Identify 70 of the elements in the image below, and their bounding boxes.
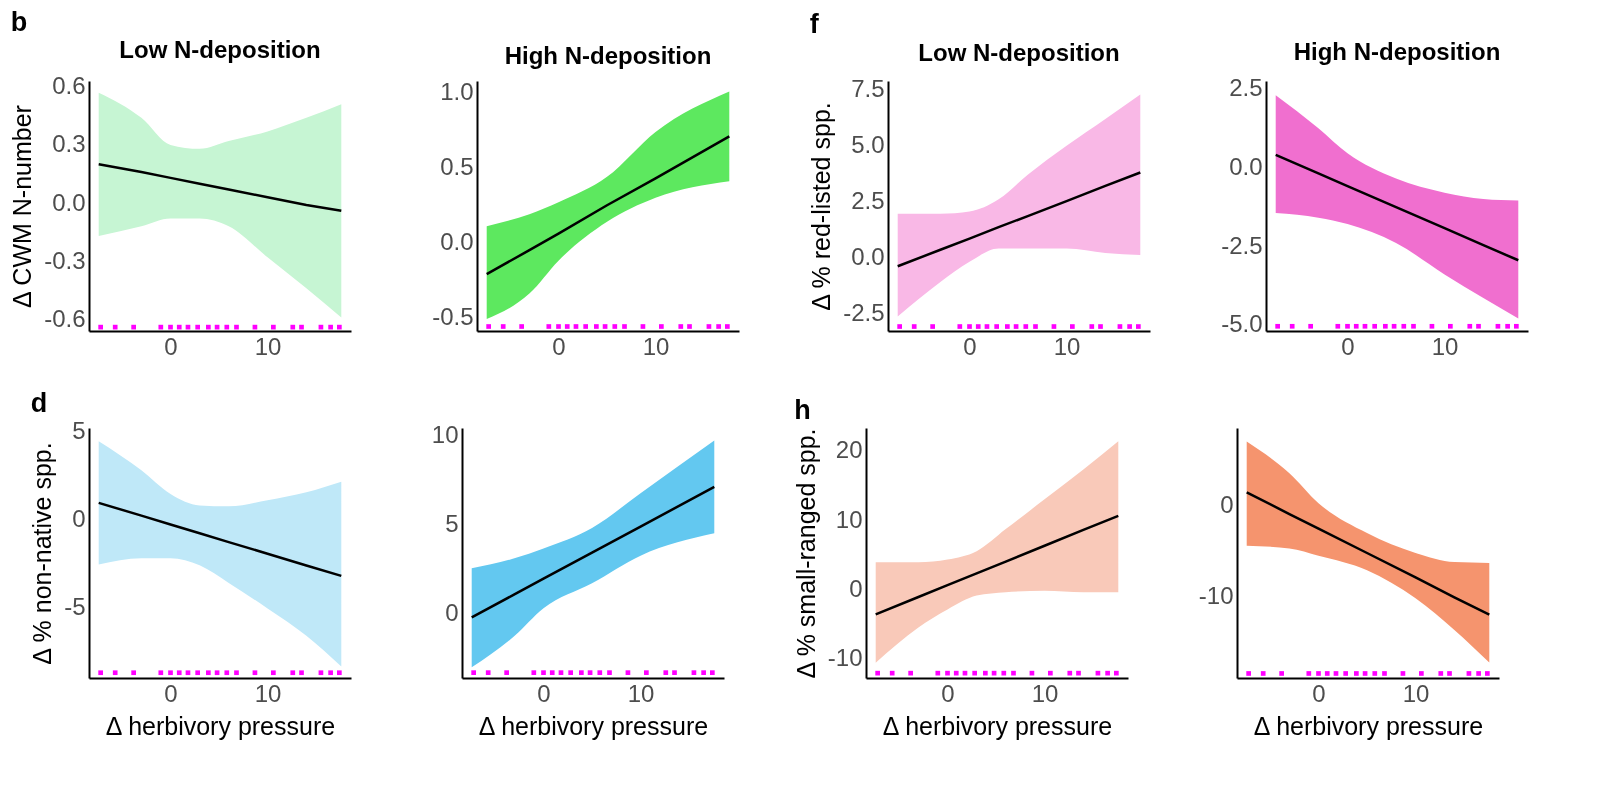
y-tick-label: 20	[835, 436, 863, 464]
chart-title: Low N-deposition	[918, 38, 1120, 66]
y-tick-label: -2.5	[843, 298, 885, 326]
x-tick-label: 10	[1031, 679, 1059, 707]
line-series	[896, 171, 1142, 268]
x-tick-label: 10	[642, 332, 670, 360]
y-tick-label: 0	[849, 574, 863, 602]
chart-title: Low N-deposition	[119, 35, 321, 63]
y-tick-label: 2.5	[851, 187, 885, 215]
text: d	[30, 387, 48, 418]
line-series	[1245, 491, 1491, 616]
x-tick-label: 10	[1053, 332, 1081, 360]
text: f	[809, 8, 820, 39]
x-tick-label: 10	[1431, 332, 1459, 360]
y-tick-label: 5.0	[851, 131, 885, 159]
x-axis-title: Δ herbivory pressure	[882, 711, 1113, 740]
chart-title: High N-deposition	[1293, 37, 1501, 65]
y-tick-label: 7.5	[851, 75, 885, 103]
x-tick-label: 0	[1341, 332, 1355, 360]
y-tick-label: 10	[431, 420, 459, 448]
y-tick-label: 2.5	[1229, 74, 1263, 102]
y-tick-label: 0.0	[851, 242, 885, 270]
y-tick-label: 0	[445, 599, 459, 627]
y-tick-label: -10	[1198, 581, 1234, 609]
y-tick-label: 5	[445, 509, 459, 537]
chart-title: High N-deposition	[504, 41, 712, 69]
y-tick-label: -0.3	[44, 246, 86, 274]
y-tick-label: 0.6	[52, 72, 86, 100]
x-tick-label: 10	[254, 332, 282, 360]
y-axis-title: Δ % small-ranged spp.	[791, 428, 820, 679]
x-tick-label: 0	[164, 332, 178, 360]
y-tick-label: -5	[64, 593, 86, 621]
x-tick-label: 0	[1312, 679, 1326, 707]
y-tick-label: -2.5	[1221, 231, 1263, 259]
y-axis-title: Δ CWM N-number	[8, 105, 37, 308]
x-tick-label: 10	[627, 679, 655, 707]
line-series	[97, 501, 343, 578]
line-series	[485, 135, 731, 276]
y-tick-label: 0.0	[440, 228, 474, 256]
y-tick-label: 0	[72, 505, 86, 533]
x-tick-label: 0	[552, 332, 566, 360]
y-tick-label: 0.0	[1229, 152, 1263, 180]
text: h	[794, 395, 811, 426]
y-tick-label: 1.0	[440, 78, 474, 106]
y-tick-label: -0.5	[432, 303, 474, 331]
y-tick-label: -10	[827, 644, 863, 672]
y-axis-title: Δ % red-listed spp.	[807, 102, 836, 311]
x-axis-title: Δ herbivory pressure	[105, 711, 336, 740]
x-axis-title: Δ herbivory pressure	[1253, 711, 1484, 740]
y-tick-label: 0.5	[440, 153, 474, 181]
y-tick-label: 0.0	[52, 188, 86, 216]
y-tick-label: -0.6	[44, 304, 86, 332]
x-tick-label: 10	[254, 679, 282, 707]
y-tick-label: 10	[835, 505, 863, 533]
x-axis-title: Δ herbivory pressure	[478, 711, 709, 740]
x-tick-label: 0	[537, 679, 551, 707]
x-tick-label: 10	[1402, 679, 1430, 707]
y-tick-label: 5	[72, 417, 86, 445]
line-series	[1274, 153, 1520, 262]
x-tick-label: 0	[164, 679, 178, 707]
line-series	[97, 163, 343, 213]
line-series	[470, 485, 716, 619]
y-axis-title: Δ % non-native spp.	[28, 442, 57, 665]
text: b	[10, 6, 28, 37]
x-tick-label: 0	[941, 679, 955, 707]
y-tick-label: -5.0	[1221, 310, 1263, 338]
line-series	[874, 514, 1120, 616]
y-tick-label: 0	[1220, 491, 1234, 519]
y-tick-label: 0.3	[52, 130, 86, 158]
x-tick-label: 0	[963, 332, 977, 360]
